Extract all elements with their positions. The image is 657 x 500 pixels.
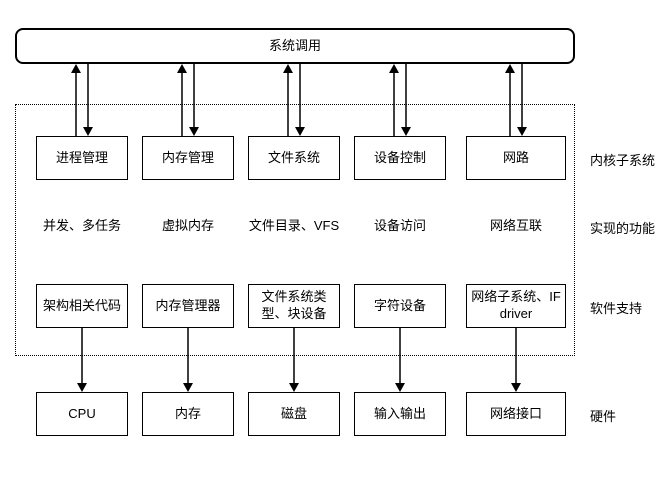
row1-label-4: 网路 — [503, 150, 529, 167]
row2-text-0: 并发、多任务 — [36, 218, 128, 235]
row3-label-0: 架构相关代码 — [43, 298, 121, 315]
row3-label-4: 网络子系统、IF driver — [469, 289, 563, 323]
side-label-row1: 内核子系统 — [590, 150, 655, 169]
row2-label-2: 文件目录、VFS — [249, 218, 339, 235]
row1-label-3: 设备控制 — [374, 150, 426, 167]
row3-label-3: 字符设备 — [374, 298, 426, 315]
row1-box-2: 文件系统 — [248, 136, 340, 180]
side-label-row2: 实现的功能 — [590, 218, 655, 237]
row3-box-1: 内存管理器 — [142, 284, 234, 328]
row4-box-3: 输入输出 — [354, 392, 446, 436]
row2-text-1: 虚拟内存 — [142, 218, 234, 235]
row4-box-1: 内存 — [142, 392, 234, 436]
row1-box-0: 进程管理 — [36, 136, 128, 180]
row1-box-4: 网路 — [466, 136, 566, 180]
row3-box-4: 网络子系统、IF driver — [466, 284, 566, 328]
row2-text-4: 网络互联 — [466, 218, 566, 235]
row4-label-1: 内存 — [175, 406, 201, 423]
row4-label-3: 输入输出 — [374, 406, 426, 423]
row2-text-3: 设备访问 — [354, 218, 446, 235]
row1-box-3: 设备控制 — [354, 136, 446, 180]
row1-label-1: 内存管理 — [162, 150, 214, 167]
row4-box-4: 网络接口 — [466, 392, 566, 436]
row4-box-0: CPU — [36, 392, 128, 436]
row3-box-0: 架构相关代码 — [36, 284, 128, 328]
system-call-box: 系统调用 — [15, 28, 575, 64]
side-label-row3: 软件支持 — [590, 298, 642, 317]
row4-label-2: 磁盘 — [281, 406, 307, 423]
row3-box-2: 文件系统类型、块设备 — [248, 284, 340, 328]
row4-label-4: 网络接口 — [490, 406, 542, 423]
row2-label-1: 虚拟内存 — [162, 218, 214, 235]
row4-box-2: 磁盘 — [248, 392, 340, 436]
side-label-row4: 硬件 — [590, 406, 616, 425]
row2-label-0: 并发、多任务 — [43, 218, 121, 235]
system-call-label: 系统调用 — [269, 38, 321, 55]
row3-label-2: 文件系统类型、块设备 — [251, 289, 337, 323]
row1-label-2: 文件系统 — [268, 150, 320, 167]
row1-label-0: 进程管理 — [56, 150, 108, 167]
row3-box-3: 字符设备 — [354, 284, 446, 328]
row1-box-1: 内存管理 — [142, 136, 234, 180]
row2-label-4: 网络互联 — [490, 218, 542, 235]
row4-label-0: CPU — [68, 406, 95, 423]
row2-label-3: 设备访问 — [374, 218, 426, 235]
row2-text-2: 文件目录、VFS — [248, 218, 340, 235]
row3-label-1: 内存管理器 — [155, 298, 220, 315]
